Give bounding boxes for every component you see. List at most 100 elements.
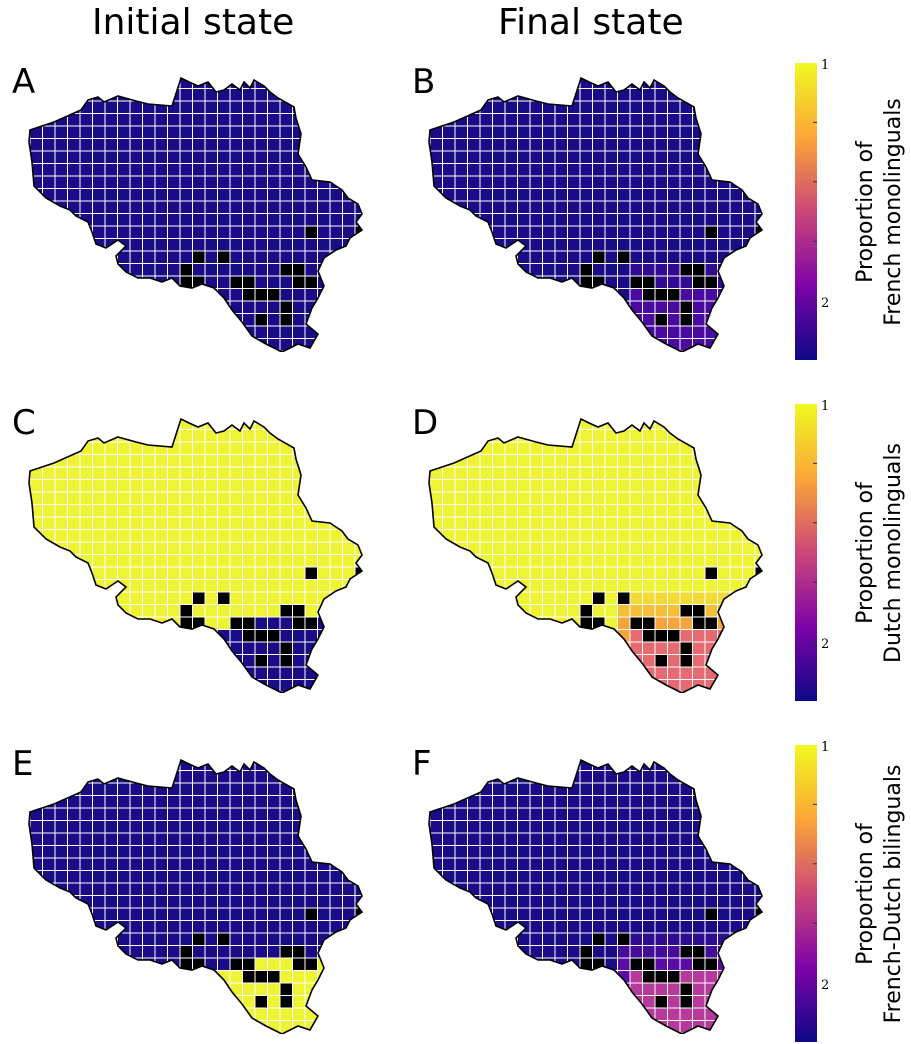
grid-cell (29, 100, 43, 114)
grid-cell (479, 325, 493, 339)
grid-cell (167, 807, 181, 821)
grid-cell (654, 820, 668, 834)
grid-cell (54, 832, 68, 846)
grid-cell (667, 795, 681, 809)
grid-cell (567, 338, 581, 352)
grid-cell (479, 579, 493, 593)
grid-cell (579, 338, 593, 352)
grid-cell (654, 225, 668, 239)
grid-cell (442, 175, 456, 189)
grid-cell (567, 957, 581, 971)
grid-cell (479, 516, 493, 530)
grid-cell (67, 419, 81, 430)
grid-cell (279, 541, 293, 555)
grid-cell (217, 616, 231, 630)
grid-cell (29, 441, 43, 455)
grid-cell (667, 78, 681, 89)
grid-cell (92, 982, 106, 996)
grid-cell (217, 604, 231, 618)
grid-cell (579, 845, 593, 859)
grid-cell (442, 566, 456, 580)
grid-cell (517, 466, 531, 480)
grid-cell (329, 845, 343, 859)
grid-cell (229, 857, 243, 871)
grid-cell (117, 1007, 131, 1021)
grid-cell (592, 238, 606, 252)
grid-cell (592, 125, 606, 139)
grid-cell (142, 770, 156, 784)
grid-cell (754, 932, 762, 946)
grid-cell (167, 163, 181, 177)
grid-cell (667, 845, 681, 859)
grid-cell (54, 957, 68, 971)
grid-cell (742, 200, 756, 214)
grid-cell (567, 188, 581, 202)
grid-cell (429, 820, 443, 834)
grid-cell (79, 795, 93, 809)
grid-cell (42, 163, 56, 177)
grid-cell (442, 666, 456, 680)
grid-cell (117, 541, 131, 555)
grid-cell (592, 857, 606, 871)
grid-cell (442, 932, 456, 946)
grid-cell (479, 275, 493, 289)
grid-cell (604, 782, 618, 796)
grid-cell (154, 970, 168, 984)
grid-cell (592, 882, 606, 896)
grid-cell (604, 579, 618, 593)
grid-cell (354, 629, 362, 643)
grid-cell (754, 845, 762, 859)
grid-cell (42, 175, 56, 189)
grid-cell (254, 857, 268, 871)
grid-cell (629, 100, 643, 114)
grid-cell (167, 845, 181, 859)
grid-cell (54, 238, 68, 252)
grid-cell (467, 429, 481, 443)
grid-cell (679, 479, 693, 493)
grid-cell (142, 516, 156, 530)
grid-cell (467, 629, 481, 643)
grid-cell (492, 541, 506, 555)
grid-cell (579, 188, 593, 202)
grid-cell (442, 982, 456, 996)
grid-cell (329, 338, 343, 352)
grid-cell (342, 760, 356, 771)
grid-cell (67, 579, 81, 593)
grid-cell (267, 666, 281, 680)
grid-cell (592, 641, 606, 655)
grid-cell (92, 263, 106, 277)
grid-cell (329, 188, 343, 202)
grid-cell (279, 300, 293, 314)
grid-cell (354, 529, 362, 543)
grid-cell (304, 945, 318, 959)
grid-cell (542, 641, 556, 655)
grid-cell (317, 454, 331, 468)
grid-cell (479, 250, 493, 264)
grid-cell (642, 113, 656, 127)
grid-cell (329, 995, 343, 1009)
grid-cell (104, 907, 118, 921)
grid-cell (67, 845, 81, 859)
grid-cell (317, 907, 331, 921)
grid-cell (729, 188, 743, 202)
grid-cell (517, 78, 531, 89)
grid-cell (692, 957, 706, 971)
grid-cell (192, 604, 206, 618)
grid-cell (554, 770, 568, 784)
grid-cell (267, 325, 281, 339)
grid-cell (754, 175, 762, 189)
grid-cell (267, 175, 281, 189)
grid-cell (679, 654, 693, 668)
grid-cell (92, 200, 106, 214)
grid-cell (254, 275, 268, 289)
grid-cell (692, 175, 706, 189)
grid-cell (217, 907, 231, 921)
grid-cell (142, 313, 156, 327)
grid-cell (179, 150, 193, 164)
grid-cell (717, 100, 731, 114)
grid-cell (304, 441, 318, 455)
grid-cell (454, 679, 468, 693)
grid-cell (267, 920, 281, 934)
grid-cell (129, 882, 143, 896)
grid-cell (79, 113, 93, 127)
